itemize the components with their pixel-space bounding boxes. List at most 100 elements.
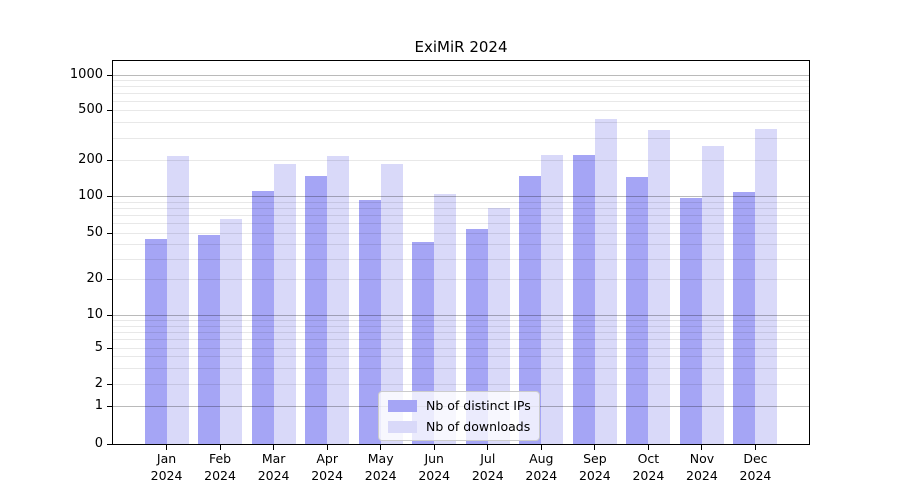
x-tick-label-sep: Sep 2024 bbox=[578, 451, 611, 483]
bar-nb-of-downloads-apr bbox=[327, 156, 350, 444]
x-tick-label-apr: Apr 2024 bbox=[311, 451, 344, 483]
x-tick-feb bbox=[219, 445, 221, 450]
bar-nb-of-distinct-ips-nov bbox=[679, 198, 702, 444]
y-tick-label-500: 500 bbox=[78, 101, 103, 117]
x-tick-jun bbox=[433, 445, 435, 450]
gridline-minor-700 bbox=[113, 92, 809, 94]
x-tick-label-oct: Oct 2024 bbox=[632, 451, 665, 483]
bar-nb-of-downloads-jun bbox=[434, 194, 457, 444]
gridline-minor-40 bbox=[113, 244, 809, 246]
bar-nb-of-downloads-dec bbox=[755, 129, 778, 444]
x-tick-jan bbox=[166, 445, 168, 450]
legend-label-distinct-ips: Nb of distinct IPs bbox=[426, 398, 531, 413]
x-tick-label-aug: Aug 2024 bbox=[525, 451, 558, 483]
gridline-minor-400 bbox=[113, 122, 809, 123]
x-tick-mar bbox=[273, 445, 275, 450]
legend: Nb of distinct IPs Nb of downloads bbox=[378, 391, 540, 441]
bar-nb-of-distinct-ips-mar bbox=[251, 191, 274, 444]
x-tick-label-jul: Jul 2024 bbox=[471, 451, 504, 483]
gridline-minor-2 bbox=[113, 384, 809, 386]
gridline-minor-8 bbox=[113, 325, 809, 327]
y-tick-label-50: 50 bbox=[86, 224, 103, 240]
y-tick-50 bbox=[107, 232, 112, 234]
y-tick-500 bbox=[107, 109, 112, 111]
chart-title: ExiMiR 2024 bbox=[414, 38, 508, 56]
gridline-minor-30 bbox=[113, 258, 809, 260]
gridline-minor-90 bbox=[113, 201, 809, 203]
bar-nb-of-downloads-jul bbox=[487, 208, 510, 444]
y-tick-10 bbox=[107, 315, 112, 317]
y-tick-200 bbox=[107, 159, 112, 161]
legend-row-downloads: Nb of downloads bbox=[388, 418, 530, 435]
bar-nb-of-downloads-may bbox=[380, 164, 403, 444]
x-tick-aug bbox=[540, 445, 542, 450]
bar-nb-of-distinct-ips-aug bbox=[519, 176, 542, 444]
bar-nb-of-distinct-ips-may bbox=[358, 200, 381, 444]
x-tick-may bbox=[380, 445, 382, 450]
gridline-minor-200 bbox=[113, 159, 809, 161]
x-tick-label-jun: Jun 2024 bbox=[418, 451, 451, 483]
x-tick-label-may: May 2024 bbox=[364, 451, 397, 483]
bar-nb-of-distinct-ips-jan bbox=[144, 239, 167, 444]
gridline-minor-500 bbox=[113, 109, 809, 111]
legend-swatch-distinct-ips bbox=[388, 399, 417, 412]
gridline-minor-7 bbox=[113, 331, 809, 333]
y-tick-label-0: 0 bbox=[94, 436, 103, 451]
bar-nb-of-distinct-ips-jul bbox=[465, 229, 488, 444]
gridline-major-100 bbox=[113, 196, 809, 198]
x-tick-oct bbox=[647, 445, 649, 450]
y-tick-1 bbox=[107, 406, 112, 408]
y-tick-label-10: 10 bbox=[86, 307, 103, 323]
y-tick-label-20: 20 bbox=[86, 271, 103, 287]
bar-nb-of-distinct-ips-apr bbox=[305, 176, 328, 444]
y-tick-label-1: 1 bbox=[94, 398, 103, 414]
gridline-minor-800 bbox=[113, 86, 809, 88]
x-tick-dec bbox=[754, 445, 756, 450]
x-tick-sep bbox=[594, 445, 596, 450]
gridline-minor-3 bbox=[113, 367, 809, 369]
bar-nb-of-distinct-ips-sep bbox=[572, 155, 595, 444]
y-tick-label-200: 200 bbox=[78, 151, 103, 167]
legend-label-downloads: Nb of downloads bbox=[426, 419, 531, 434]
gridline-minor-5 bbox=[113, 347, 809, 349]
y-tick-100 bbox=[107, 196, 112, 198]
legend-row-distinct-ips: Nb of distinct IPs bbox=[388, 397, 531, 414]
bar-nb-of-distinct-ips-dec bbox=[733, 192, 756, 444]
bar-nb-of-downloads-jan bbox=[166, 156, 189, 444]
y-tick-label-2: 2 bbox=[94, 376, 103, 392]
y-tick-5 bbox=[107, 347, 112, 349]
gridline-minor-6 bbox=[113, 339, 809, 341]
y-tick-label-1000: 1000 bbox=[69, 66, 103, 82]
x-tick-apr bbox=[326, 445, 328, 450]
bar-nb-of-distinct-ips-feb bbox=[198, 235, 221, 444]
x-tick-jul bbox=[487, 445, 489, 450]
x-tick-label-jan: Jan 2024 bbox=[150, 451, 183, 483]
bar-nb-of-downloads-sep bbox=[594, 119, 617, 444]
gridline-minor-300 bbox=[113, 137, 809, 139]
x-tick-label-nov: Nov 2024 bbox=[686, 451, 718, 483]
gridline-minor-4 bbox=[113, 356, 809, 358]
gridline-minor-50 bbox=[113, 232, 809, 234]
y-tick-label-100: 100 bbox=[78, 188, 103, 204]
y-tick-label-5: 5 bbox=[94, 339, 103, 355]
gridline-major-1000 bbox=[113, 74, 809, 76]
bar-nb-of-distinct-ips-oct bbox=[626, 177, 649, 444]
gridline-minor-70 bbox=[113, 215, 809, 217]
bar-nb-of-downloads-oct bbox=[648, 130, 671, 444]
gridline-minor-900 bbox=[113, 80, 809, 82]
gridline-minor-9 bbox=[113, 320, 809, 322]
y-tick-1000 bbox=[107, 74, 112, 76]
gridline-minor-20 bbox=[113, 279, 809, 281]
bar-nb-of-downloads-nov bbox=[701, 146, 724, 444]
x-tick-label-mar: Mar 2024 bbox=[257, 451, 290, 483]
gridline-minor-60 bbox=[113, 223, 809, 225]
x-tick-label-feb: Feb 2024 bbox=[204, 451, 236, 483]
gridline-major-10 bbox=[113, 315, 809, 317]
gridline-minor-80 bbox=[113, 208, 809, 210]
x-tick-label-dec: Dec 2024 bbox=[739, 451, 772, 483]
y-tick-2 bbox=[107, 384, 112, 386]
y-tick-0 bbox=[107, 444, 112, 445]
y-tick-20 bbox=[107, 279, 112, 281]
legend-swatch-downloads bbox=[388, 420, 417, 433]
